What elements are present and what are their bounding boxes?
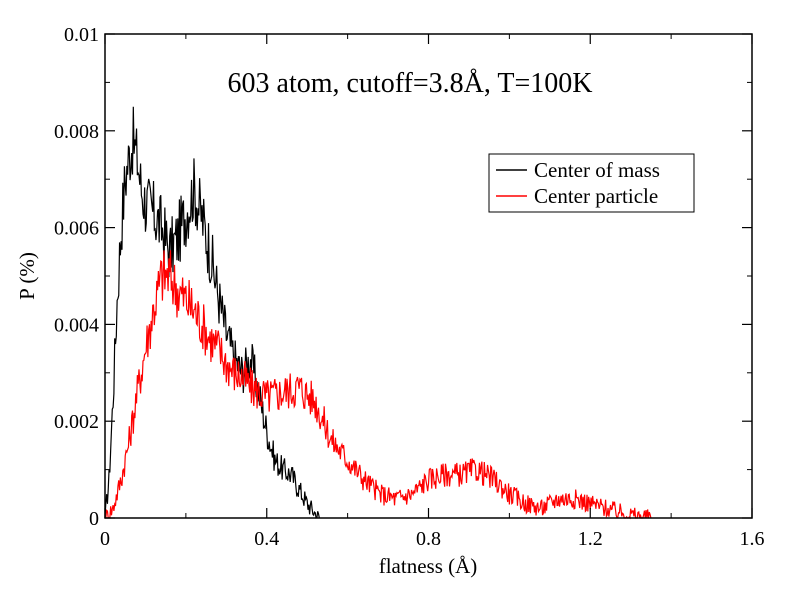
- legend-label-center-particle: Center particle: [534, 184, 658, 208]
- x-tick-label: 1.6: [740, 528, 765, 550]
- legend-box: [488, 153, 695, 213]
- plot-area: [104, 106, 652, 520]
- legend: Center of mass Center particle: [488, 153, 695, 213]
- tick-labels-layer: 0 0.4 0.8 1.2 1.6 0 0.002 0.004 0.006 0.008 0.01: [54, 24, 765, 550]
- y-tick-label: 0.01: [64, 24, 99, 46]
- chart-title: 603 atom, cutoff=3.8Å, T=100K: [228, 68, 593, 99]
- y-axis-title: P (%): [15, 252, 39, 300]
- x-tick-label: 0.4: [254, 528, 279, 550]
- y-tick-label: 0.002: [54, 411, 99, 433]
- ticks-layer: [104, 33, 753, 519]
- series-line-center-particle: [105, 250, 652, 520]
- y-tick-label: 0.006: [54, 218, 99, 240]
- y-tick-label: 0.008: [54, 121, 99, 143]
- series-layer: [104, 106, 652, 520]
- x-axis-title: flatness (Å): [379, 554, 478, 578]
- legend-label-center-of-mass: Center of mass: [534, 158, 660, 182]
- series-line-center-of-mass: [104, 106, 320, 519]
- x-tick-label: 0: [100, 528, 110, 550]
- y-tick-label: 0.004: [54, 314, 99, 336]
- plot-frame: [104, 33, 753, 519]
- x-tick-label: 1.2: [578, 528, 603, 550]
- y-tick-label: 0: [89, 508, 99, 530]
- x-tick-label: 0.8: [416, 528, 441, 550]
